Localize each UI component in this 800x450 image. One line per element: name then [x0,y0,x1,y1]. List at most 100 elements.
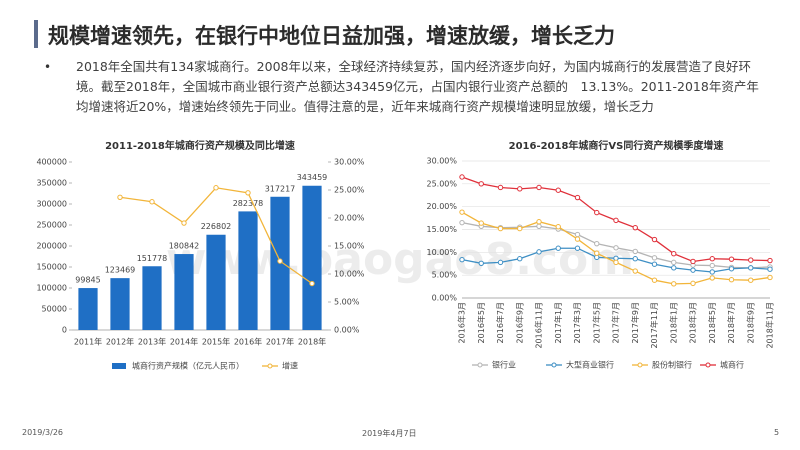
x-tick-label: 2015年 [202,337,230,347]
bar [110,278,130,330]
y-tick-label: 15.00% [426,225,457,234]
point [536,219,542,225]
legend-marker [705,362,711,368]
legend-marker [267,363,273,369]
title-accent [34,20,38,48]
point [555,245,561,251]
point [632,224,638,231]
x-tick-label: 2017年 [266,337,294,347]
y-tick-label: 300000 [36,200,67,209]
point [478,260,484,266]
point [213,185,219,191]
data-label: 226802 [201,222,232,231]
bar [174,254,194,330]
x-tick-label: 2016年11月 [534,302,544,349]
point [671,281,677,287]
point [459,219,465,226]
legend-swatch [112,363,126,369]
y-tick-label: 0.00% [432,294,458,303]
x-tick-label: 2016年5月 [476,302,486,343]
legend-label: 大型商业银行 [566,360,614,370]
y-tick-label: 200000 [36,242,67,251]
bullet-dot: • [44,60,52,74]
point [748,277,754,283]
point [594,209,600,216]
x-tick-label: 2017年11月 [649,302,659,349]
data-label: 180842 [169,242,200,251]
slide-title: 规模增速领先，在银行中地位日益加强，增速放缓，增长乏力 [48,24,615,48]
point [690,280,696,287]
legend-label: 股份制银行 [652,360,692,370]
y2-tick-label: 5.00% [334,298,360,307]
watermark: www.baogao8.com [166,234,634,285]
x-tick-label: 2012年 [106,337,134,347]
x-tick-label: 2017年5月 [591,302,601,343]
point [671,265,677,271]
point [728,256,735,262]
point [767,266,773,272]
y2-tick-label: 30.00% [334,158,365,167]
point [574,231,581,238]
point [245,190,251,196]
legend-marker [551,362,557,368]
point [632,256,638,262]
point [728,266,735,272]
y-tick-label: 250000 [36,221,67,230]
point [149,199,155,205]
point [555,187,561,193]
point [594,240,600,247]
point [309,280,315,287]
y2-tick-label: 10.00% [334,270,365,279]
x-tick-label: 2011年 [74,337,102,347]
point [497,184,504,191]
x-tick-label: 2016年7月 [495,302,505,343]
point [613,259,619,266]
point [690,267,696,273]
x-tick-label: 2016年3月 [457,302,467,343]
point [459,256,465,263]
x-tick-label: 2017年9月 [630,302,640,343]
page-number: 5 [774,428,780,437]
point [574,194,581,201]
bar [302,185,322,330]
point [709,256,715,262]
data-label: 317217 [265,184,296,193]
x-tick-label: 2016年9月 [514,302,524,343]
point [117,194,123,200]
point [709,269,715,275]
bar [238,211,258,330]
y-tick-label: 20.00% [426,202,457,211]
chart-title: 2011-2018年城商行资产规模及同比增速 [105,139,295,152]
x-tick-label: 2017年3月 [572,302,582,343]
x-tick-label: 2014年 [170,337,198,347]
y-tick-label: 25.00% [426,179,457,188]
legend-marker [477,362,483,368]
y-tick-label: 350000 [36,179,67,188]
x-tick-label: 2018年11月 [765,302,775,349]
point [671,259,677,266]
legend-label: 增速 [282,361,298,371]
point [632,268,638,274]
point [497,225,504,232]
bar [206,234,226,330]
x-tick-label: 2017年7月 [611,302,621,343]
x-tick-label: 2018年5月 [707,302,717,343]
point [594,250,600,256]
y2-tick-label: 0.00% [334,326,360,335]
y-tick-label: 100000 [36,284,67,293]
bar [142,266,162,330]
footer-date: 2019/3/26 [22,428,64,437]
point [613,245,619,251]
chart-title: 2016-2018年城商行VS同行资产规模季度增速 [509,139,724,152]
x-tick-label: 2018年 [298,337,326,347]
data-label: 151778 [137,254,168,263]
legend-label: 城商行 [720,360,744,370]
point [574,245,581,251]
x-tick-label: 2018年3月 [688,302,698,343]
x-tick-label: 2018年1月 [668,302,678,343]
point [709,262,715,269]
legend-label: 银行业 [492,360,516,370]
y-tick-label: 30.00% [426,157,457,166]
